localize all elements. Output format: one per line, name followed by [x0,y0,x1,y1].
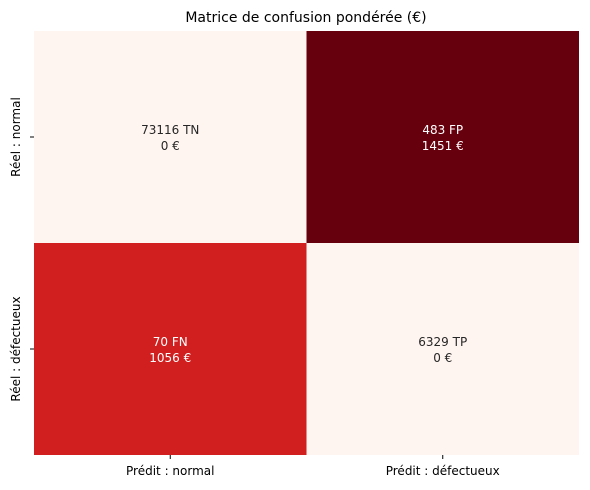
x-tick-label: Prédit : défectueux [386,464,500,478]
heatmap-cell-fp [306,31,579,243]
heatmap-cell-fn [34,243,307,455]
cell-count-label: 6329 TP [418,335,467,349]
x-axis: Prédit : normal Prédit : défectueux [126,455,500,478]
cell-count-label: 73116 TN [141,123,199,137]
chart-title: Matrice de confusion pondérée (€) [185,10,426,26]
heatmap-cell-tp [306,243,579,455]
x-tick-label: Prédit : normal [126,464,214,478]
y-tick-label: Réel : défectueux [9,296,23,401]
cell-cost-label: 1451 € [422,139,464,153]
cell-cost-label: 0 € [161,139,180,153]
cell-cost-label: 0 € [433,351,452,365]
y-tick-label: Réel : normal [9,97,23,177]
cell-count-label: 70 FN [153,335,188,349]
y-axis: Réel : normal Réel : défectueux [9,97,34,402]
heatmap-cells: 73116 TN 0 € 483 FP 1451 € 70 FN 1056 € 6329 T… [34,31,579,455]
heatmap-cell-tn [34,31,307,243]
cell-cost-label: 1056 € [149,351,191,365]
cell-count-label: 483 FP [422,123,463,137]
